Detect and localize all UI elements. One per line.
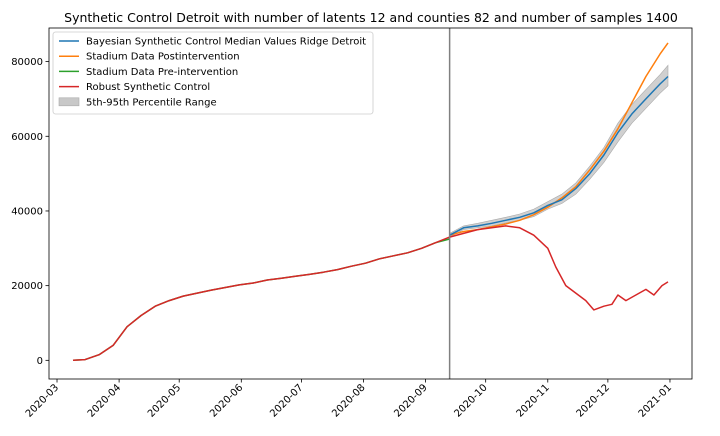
x-tick-label: 2020-06 (208, 382, 245, 419)
x-tick-label: 2020-07 (268, 382, 305, 419)
y-tick-label: 40000 (11, 206, 43, 217)
series-line-4 (72, 225, 669, 362)
series-line-3 (449, 75, 669, 236)
legend-label: 5th-95th Percentile Range (86, 97, 217, 108)
plot-area (72, 28, 669, 379)
legend-label: Stadium Data Pre-intervention (86, 67, 238, 78)
x-tick-label: 2020-09 (392, 382, 429, 419)
legend-swatch (58, 97, 80, 107)
x-tick-label: 2020-12 (575, 382, 612, 419)
series-line-1 (72, 238, 450, 362)
y-tick-label: 60000 (11, 132, 43, 143)
x-tick-label: 2020-04 (86, 382, 123, 419)
x-tick-label: 2020-11 (515, 382, 552, 419)
percentile-band (449, 64, 669, 238)
legend-label: Bayesian Synthetic Control Median Values… (86, 37, 366, 48)
x-tick-label: 2020-08 (330, 382, 367, 419)
legend: Bayesian Synthetic Control Median Values… (52, 31, 374, 115)
series-line-2 (449, 42, 669, 236)
x-tick-label: 2020-10 (452, 382, 489, 419)
y-tick-label: 80000 (11, 57, 43, 68)
x-tick-label: 2020-03 (24, 382, 61, 419)
x-tick-label: 2021-01 (637, 382, 674, 419)
legend-label: Stadium Data Postintervention (86, 52, 240, 63)
plot-clip-group (72, 28, 669, 379)
y-tick-label: 0 (37, 356, 43, 367)
x-tick-label: 2020-05 (146, 382, 183, 419)
legend-label: Robust Synthetic Control (86, 82, 210, 93)
y-tick-label: 20000 (11, 281, 43, 292)
chart-title: Synthetic Control Detroit with number of… (64, 10, 678, 25)
axes-frame (48, 27, 693, 380)
legend-box (52, 31, 374, 115)
